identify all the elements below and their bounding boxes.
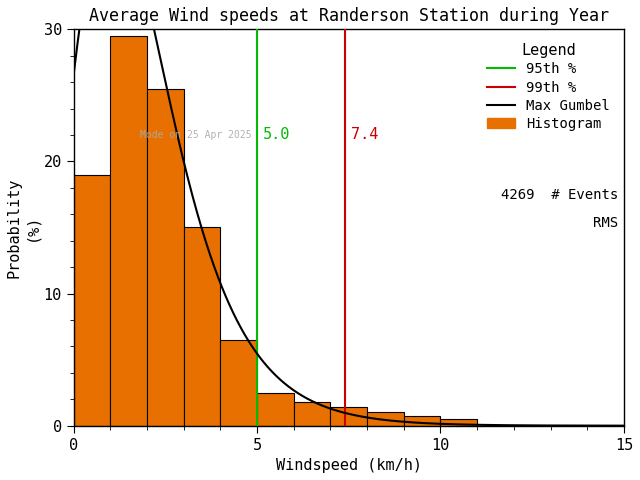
- Bar: [330, 407, 367, 426]
- Bar: [294, 402, 330, 426]
- Bar: [147, 89, 184, 426]
- Bar: [220, 340, 257, 426]
- Title: Average Wind speeds at Randerson Station during Year: Average Wind speeds at Randerson Station…: [89, 7, 609, 25]
- Bar: [257, 393, 294, 426]
- Legend: 95th %, 99th %, Max Gumbel, Histogram: 95th %, 99th %, Max Gumbel, Histogram: [481, 36, 617, 138]
- Text: 4269  # Events: 4269 # Events: [501, 188, 618, 202]
- Y-axis label: Probability
(%): Probability (%): [7, 177, 39, 277]
- Text: Mode on 25 Apr 2025: Mode on 25 Apr 2025: [140, 130, 252, 140]
- Bar: [404, 417, 440, 426]
- Bar: [440, 419, 477, 426]
- Text: RMS: RMS: [593, 216, 618, 229]
- Bar: [367, 412, 404, 426]
- Bar: [110, 36, 147, 426]
- Bar: [74, 175, 110, 426]
- Bar: [184, 228, 220, 426]
- X-axis label: Windspeed (km/h): Windspeed (km/h): [276, 458, 422, 473]
- Text: 5.0: 5.0: [262, 128, 290, 143]
- Text: 7.4: 7.4: [351, 128, 378, 143]
